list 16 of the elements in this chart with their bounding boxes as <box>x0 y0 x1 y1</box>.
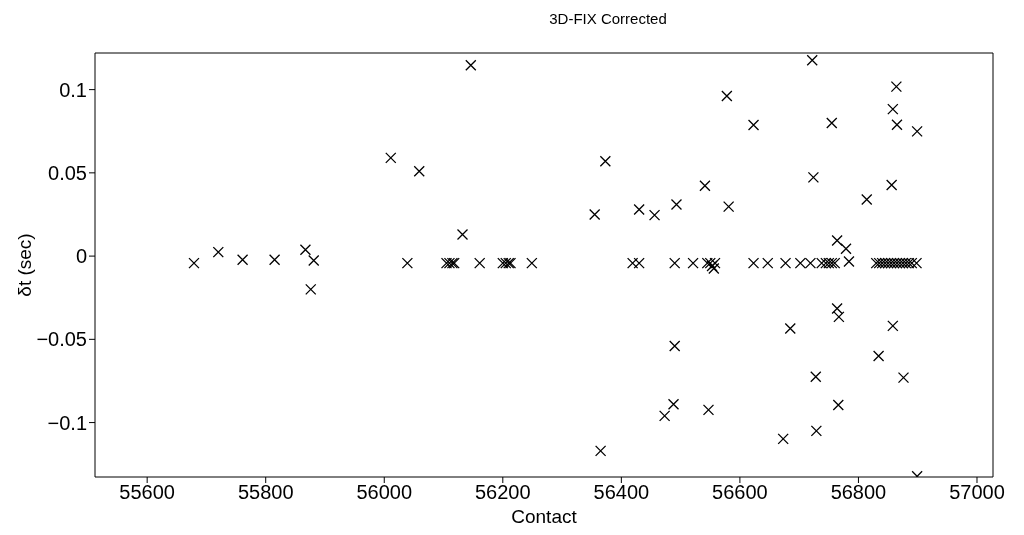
x-tick-label: 57000 <box>949 481 1005 504</box>
y-tick-label: 0.1 <box>59 78 87 101</box>
x-axis-title: Contact <box>511 506 578 527</box>
x-tick-label: 56400 <box>593 481 650 504</box>
x-tick-label: 55800 <box>237 481 294 504</box>
x-tick-label: 56600 <box>712 481 768 504</box>
x-tick-label: 56800 <box>830 481 887 504</box>
x-tick-label: 55600 <box>119 481 175 504</box>
y-tick-label: 0 <box>75 245 87 268</box>
x-tick-label: 56000 <box>356 481 413 504</box>
y-tick-label: −0.05 <box>36 328 87 351</box>
x-tick-label: 56200 <box>474 481 531 504</box>
chart-title: 3D-FIX Corrected <box>548 10 668 27</box>
y-axis-title: δt (sec) <box>13 233 35 297</box>
y-tick-label: −0.1 <box>47 411 87 434</box>
y-tick-label: 0.05 <box>48 161 87 184</box>
